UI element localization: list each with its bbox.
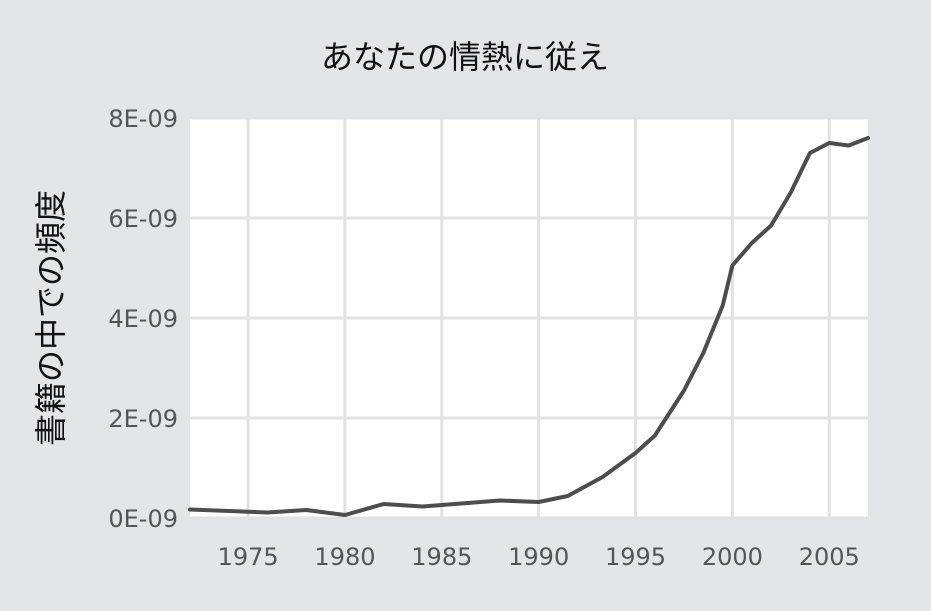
y-axis-label: 書籍の中での頻度 xyxy=(32,190,70,446)
y-axis-ticks: 0E-09 2E-09 4E-09 6E-09 8E-09 xyxy=(108,105,178,533)
x-tick-label: 1980 xyxy=(314,543,375,571)
y-tick-label: 2E-09 xyxy=(108,405,178,433)
x-tick-label: 2005 xyxy=(799,543,860,571)
x-axis-ticks: 1975 1980 1985 1990 1995 2000 2005 xyxy=(218,543,860,571)
chart-title: あなたの情熱に従え xyxy=(321,38,609,76)
grid-lines xyxy=(190,116,868,520)
y-tick-label: 4E-09 xyxy=(108,305,178,333)
x-tick-label: 1975 xyxy=(218,543,279,571)
x-tick-label: 2000 xyxy=(702,543,763,571)
y-tick-label: 0E-09 xyxy=(108,505,178,533)
y-tick-label: 6E-09 xyxy=(108,205,178,233)
series-layer xyxy=(188,136,870,517)
x-tick-label: 1985 xyxy=(411,543,472,571)
y-tick-label: 8E-09 xyxy=(108,105,178,133)
series-line xyxy=(188,136,870,517)
x-tick-label: 1990 xyxy=(508,543,569,571)
x-tick-label: 1995 xyxy=(605,543,666,571)
